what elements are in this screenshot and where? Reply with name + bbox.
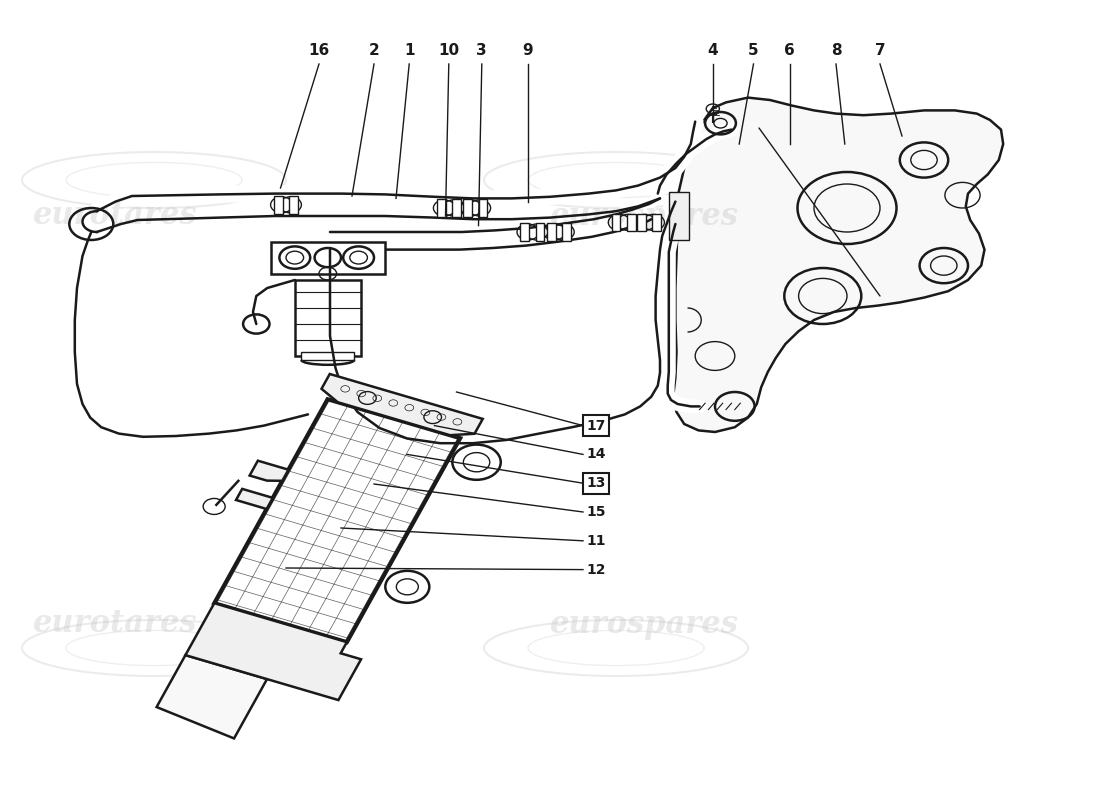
Text: 6: 6 [784, 42, 795, 58]
Text: 3: 3 [476, 42, 487, 58]
Bar [562, 223, 571, 241]
Bar [627, 214, 636, 231]
Polygon shape [156, 655, 267, 738]
Bar [301, 352, 354, 360]
Bar [452, 199, 461, 217]
Text: 13: 13 [586, 476, 606, 490]
Text: 5: 5 [748, 42, 759, 58]
Bar [437, 199, 446, 217]
Text: 14: 14 [586, 447, 606, 462]
Text: 2: 2 [368, 42, 379, 58]
Polygon shape [236, 489, 273, 509]
Bar [520, 223, 529, 241]
Text: 17: 17 [586, 418, 606, 433]
Bar [536, 223, 544, 241]
Text: 15: 15 [586, 505, 606, 519]
Text: eurotares: eurotares [33, 609, 198, 639]
Polygon shape [271, 242, 385, 274]
Text: 10: 10 [438, 42, 460, 58]
Polygon shape [186, 603, 361, 700]
Polygon shape [321, 374, 483, 435]
Text: 11: 11 [586, 534, 606, 548]
Text: 7: 7 [874, 42, 886, 58]
Text: eurotares: eurotares [33, 201, 198, 231]
Text: eurospares: eurospares [550, 201, 739, 231]
Text: 4: 4 [707, 42, 718, 58]
Bar [478, 199, 487, 217]
Polygon shape [250, 461, 288, 481]
Bar [652, 214, 661, 231]
Text: 16: 16 [308, 42, 330, 58]
Polygon shape [214, 399, 460, 642]
Bar [289, 196, 298, 214]
Text: 12: 12 [586, 562, 606, 577]
Text: eurospares: eurospares [550, 609, 739, 639]
Bar [612, 214, 620, 231]
Bar [463, 199, 472, 217]
Bar [669, 192, 689, 240]
Bar [274, 196, 283, 214]
Bar [547, 223, 556, 241]
Text: 9: 9 [522, 42, 534, 58]
Polygon shape [673, 98, 1003, 432]
Text: 1: 1 [404, 42, 415, 58]
Text: 8: 8 [830, 42, 842, 58]
Bar [637, 214, 646, 231]
Bar [295, 280, 361, 356]
